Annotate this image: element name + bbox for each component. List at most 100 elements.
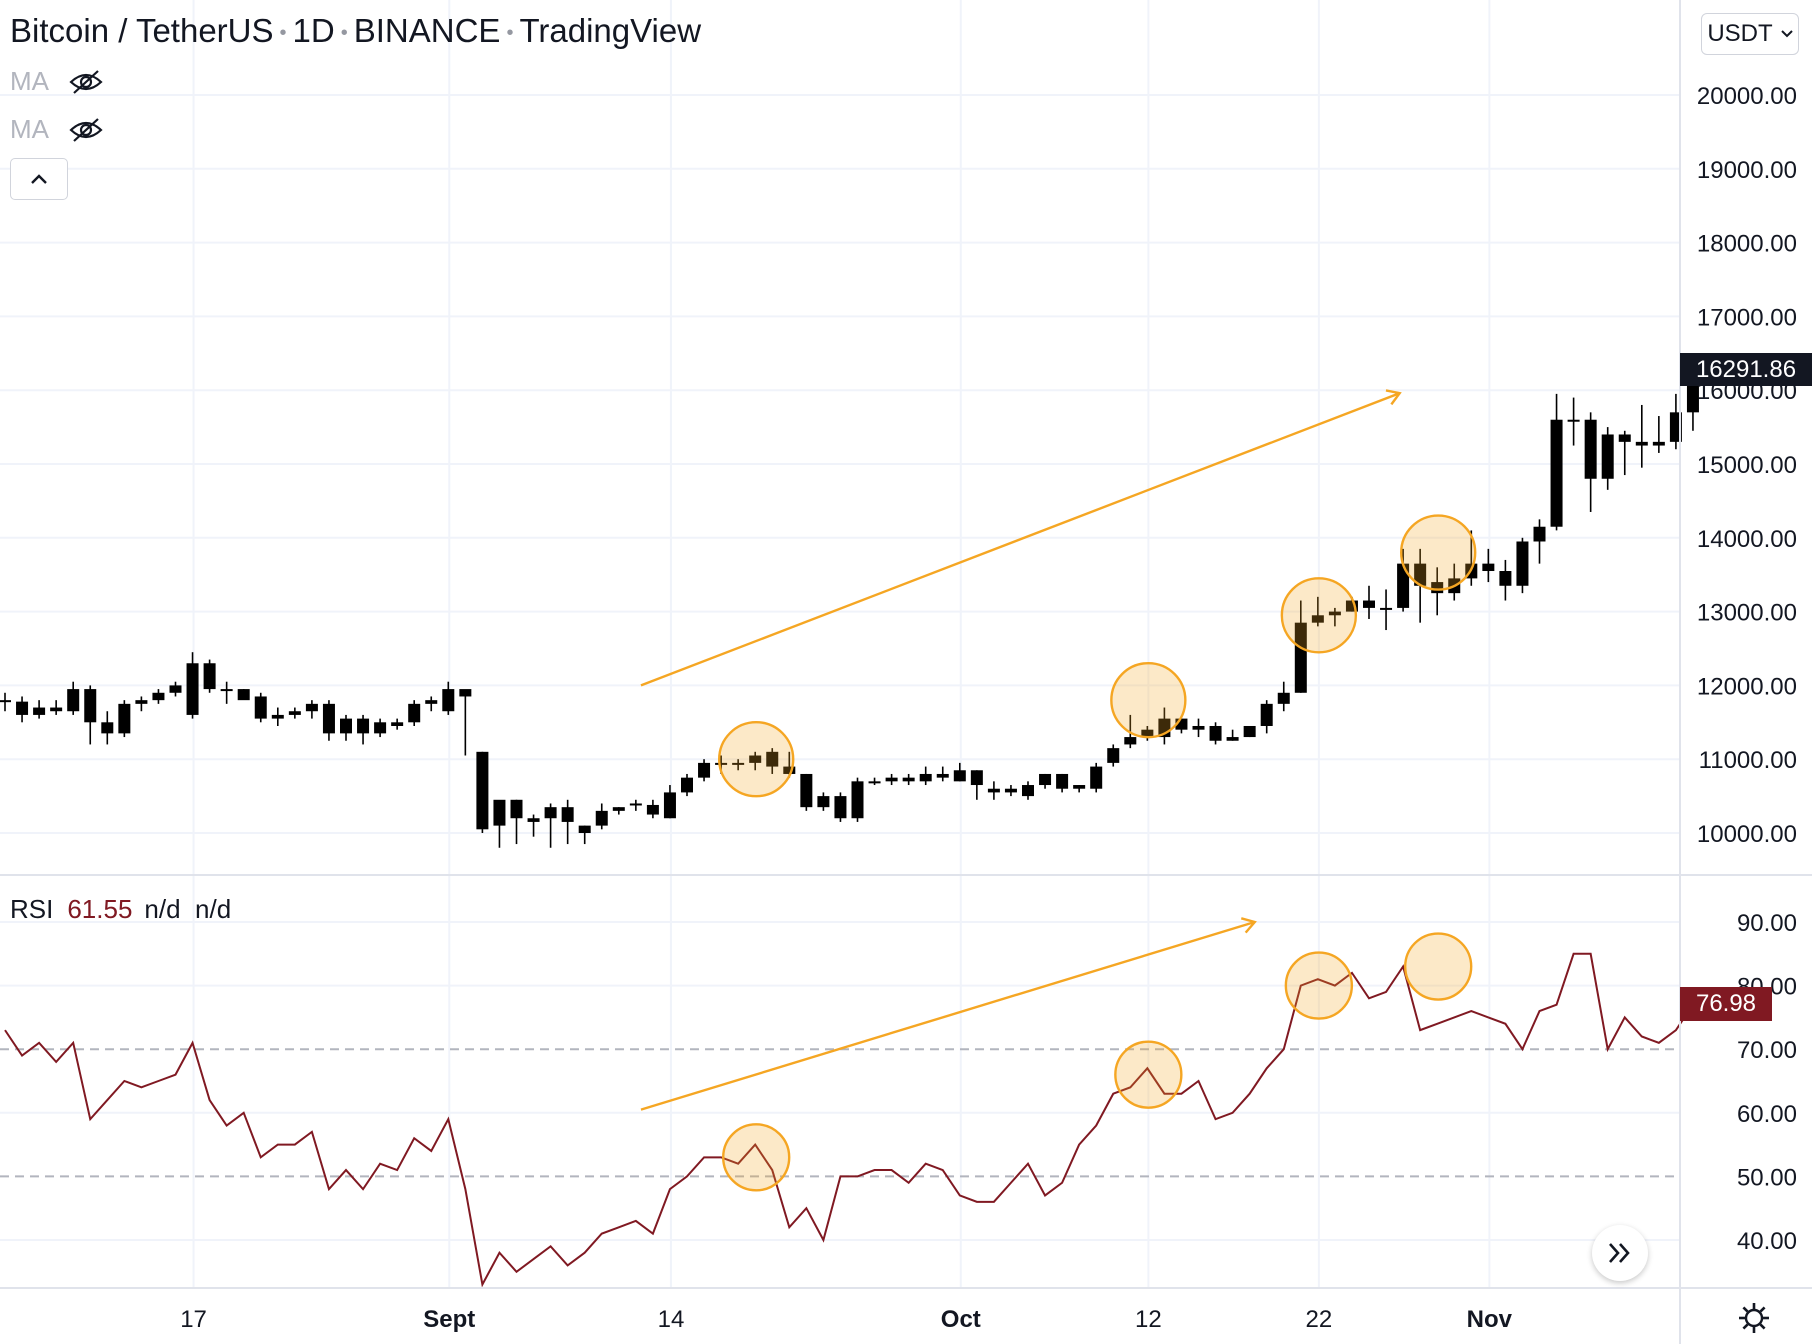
candle-body (1294, 622, 1307, 693)
price-axis-label: 18000.00 (1697, 231, 1797, 258)
candle (1328, 607, 1341, 627)
candle (1652, 416, 1665, 453)
candle (391, 718, 404, 730)
candle-body (646, 804, 659, 815)
price-axis-label: 15000.00 (1697, 452, 1797, 479)
candle-body (1669, 412, 1682, 442)
separator-dot: • (279, 21, 287, 44)
rsi-last-value-tag: 76.98 (1680, 987, 1772, 1021)
candle (1380, 589, 1393, 631)
candle-body (834, 796, 847, 819)
candle (459, 689, 472, 756)
rsi-legend[interactable]: RSI 61.55 n/d n/d (10, 894, 231, 925)
rsi-label: RSI (10, 894, 54, 924)
candle-body (271, 714, 284, 719)
candle-body (493, 799, 506, 826)
price-axis-label: 19000.00 (1697, 157, 1797, 184)
candle-body (237, 689, 250, 701)
arrow-shaft (640, 392, 1401, 687)
candle (237, 689, 250, 701)
candle-body (1363, 600, 1375, 608)
candle-body (1380, 607, 1393, 610)
candle-body (681, 777, 693, 793)
price-highlight-circle (1280, 577, 1358, 654)
candle (646, 799, 659, 819)
candle-body (425, 700, 438, 704)
candle (868, 777, 881, 786)
candle (1039, 773, 1052, 789)
rsi-line (4, 952, 1710, 1288)
candle-body (1209, 725, 1222, 741)
eye-hidden-icon[interactable] (69, 116, 103, 144)
price-highlight-circle (1110, 661, 1187, 739)
candle-body (629, 803, 642, 806)
candle-body (50, 707, 63, 712)
candle (885, 773, 898, 786)
candle (340, 714, 352, 741)
candle-body (1635, 441, 1648, 446)
time-axis-label: 14 (658, 1306, 685, 1333)
candle-body (220, 689, 233, 692)
candle-body (732, 762, 745, 765)
currency-label: USDT (1707, 20, 1773, 47)
candle-body (152, 692, 165, 701)
candle (1226, 729, 1239, 741)
candle (1090, 762, 1103, 793)
candle (970, 770, 983, 800)
candle (766, 748, 779, 774)
rsi-highlight-circle (1284, 951, 1354, 1020)
candle (442, 681, 455, 715)
candle-body (254, 696, 267, 719)
candle-body (885, 777, 898, 782)
candle (84, 685, 97, 745)
candle-body (663, 792, 676, 819)
double-chevron-right-icon (1609, 1243, 1630, 1263)
chart-settings-button[interactable] (1736, 1300, 1772, 1336)
price-axis-label: 20000.00 (1697, 83, 1797, 110)
candle-body (33, 707, 46, 715)
symbol-legend: Bitcoin / TetherUS • 1D • BINANCE • TradingVie… (10, 12, 701, 50)
rsi-highlight-circle (722, 1123, 791, 1192)
rsi-axis-label: 60.00 (1737, 1101, 1797, 1128)
candle (1192, 718, 1205, 738)
candle (1175, 718, 1188, 734)
eye-hidden-icon[interactable] (69, 68, 103, 96)
ma-indicator-1[interactable]: MA (10, 66, 103, 97)
candle (612, 807, 625, 815)
currency-selector[interactable]: USDT (1701, 13, 1799, 55)
price-highlight-circle (718, 721, 795, 798)
chevron-up-icon (31, 174, 47, 184)
candle (732, 759, 745, 771)
candle (544, 803, 557, 848)
price-axis-label: 12000.00 (1697, 673, 1797, 700)
symbol-name[interactable]: Bitcoin / TetherUS (10, 12, 274, 49)
candle-body (203, 663, 216, 690)
price-trend-arrow (640, 389, 1402, 687)
candle (1584, 412, 1597, 512)
scroll-to-realtime-button[interactable] (1592, 1225, 1648, 1281)
candle-body (902, 777, 915, 782)
candle (67, 681, 80, 715)
candle-body (408, 703, 421, 723)
candle-body (1073, 785, 1086, 789)
ma-indicator-2[interactable]: MA (10, 114, 103, 145)
rsi-axis-label: 40.00 (1737, 1228, 1797, 1255)
candle (1618, 430, 1631, 476)
interval-label[interactable]: 1D (292, 12, 335, 49)
collapse-legend-button[interactable] (10, 158, 68, 200)
candle (220, 681, 233, 704)
arrow-shaft (640, 920, 1256, 1111)
candle-body (868, 781, 881, 784)
candle (1004, 785, 1017, 797)
time-axis-label: 17 (180, 1306, 207, 1333)
candle (357, 714, 370, 745)
candle-body (305, 703, 318, 712)
candle-body (817, 796, 830, 808)
candle-body (527, 818, 540, 822)
candle-body (1004, 788, 1017, 793)
candle (1277, 681, 1290, 712)
candle-body (1022, 785, 1034, 797)
candle (1635, 404, 1648, 468)
